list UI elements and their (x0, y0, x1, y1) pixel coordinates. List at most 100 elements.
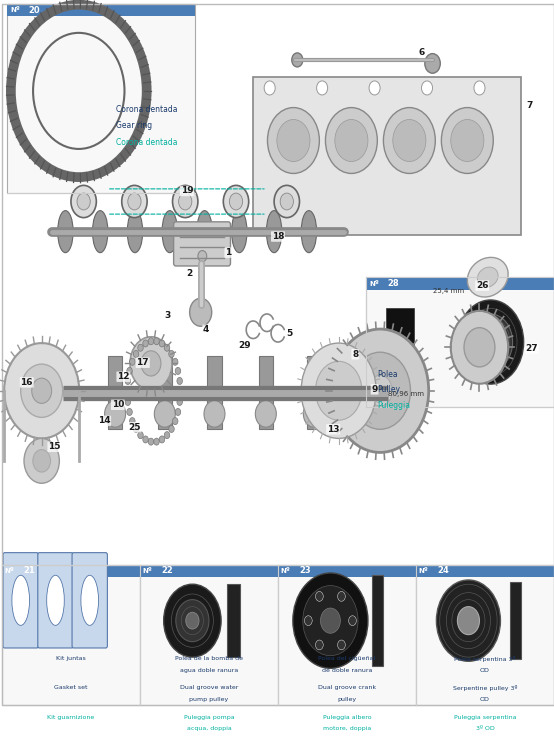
FancyBboxPatch shape (372, 575, 383, 666)
Text: Puleggia: Puleggia (377, 401, 411, 410)
Circle shape (442, 108, 493, 173)
Circle shape (127, 408, 132, 416)
Text: 8: 8 (352, 350, 358, 359)
Circle shape (143, 436, 148, 443)
Circle shape (155, 401, 175, 427)
Text: Corona dentada: Corona dentada (116, 138, 178, 147)
FancyBboxPatch shape (173, 222, 230, 266)
FancyBboxPatch shape (7, 4, 195, 193)
Text: 5: 5 (286, 329, 292, 338)
Text: Polea serpentina 3º: Polea serpentina 3º (454, 656, 516, 662)
Circle shape (24, 439, 59, 483)
FancyBboxPatch shape (38, 553, 73, 648)
Text: 3º OD: 3º OD (476, 727, 494, 732)
Circle shape (134, 425, 139, 433)
Text: de doble ranura: de doble ranura (322, 668, 372, 673)
Circle shape (274, 186, 300, 217)
Circle shape (264, 81, 275, 95)
Circle shape (134, 350, 139, 357)
Circle shape (141, 351, 161, 376)
FancyBboxPatch shape (366, 277, 554, 290)
Text: Kit juntas: Kit juntas (56, 656, 86, 660)
Circle shape (369, 81, 380, 95)
Circle shape (154, 438, 160, 445)
Circle shape (169, 425, 175, 433)
Ellipse shape (266, 211, 282, 253)
Text: 9: 9 (371, 385, 378, 394)
Text: pulley: pulley (337, 697, 357, 702)
FancyBboxPatch shape (307, 357, 321, 429)
Circle shape (204, 401, 225, 427)
Text: acqua, doppia: acqua, doppia (187, 727, 232, 732)
FancyBboxPatch shape (278, 565, 416, 705)
FancyBboxPatch shape (227, 584, 240, 657)
Circle shape (480, 329, 500, 354)
Text: Serpentine pulley 3º: Serpentine pulley 3º (453, 685, 517, 691)
Circle shape (178, 193, 192, 210)
Circle shape (337, 640, 345, 650)
Ellipse shape (232, 211, 247, 253)
Circle shape (422, 81, 433, 95)
Circle shape (350, 352, 411, 429)
Circle shape (159, 340, 165, 347)
Circle shape (163, 584, 221, 657)
Text: 20: 20 (28, 6, 40, 15)
Circle shape (229, 193, 243, 210)
Circle shape (464, 328, 495, 367)
Text: Puleggia albero: Puleggia albero (322, 715, 371, 719)
Text: 22: 22 (161, 566, 173, 576)
Text: Puleggia pompa: Puleggia pompa (183, 715, 234, 719)
FancyBboxPatch shape (510, 582, 521, 659)
Circle shape (125, 399, 131, 405)
Circle shape (125, 388, 130, 395)
Text: 16: 16 (20, 378, 33, 387)
Circle shape (316, 592, 323, 601)
FancyBboxPatch shape (2, 565, 140, 705)
Text: Nº: Nº (10, 7, 20, 13)
Text: 1: 1 (225, 248, 232, 257)
Text: Nº: Nº (281, 568, 290, 574)
Text: 21: 21 (23, 566, 35, 576)
Circle shape (383, 108, 435, 173)
Circle shape (169, 350, 175, 357)
Circle shape (33, 450, 50, 472)
Circle shape (77, 193, 90, 210)
Text: 3: 3 (165, 311, 171, 321)
Circle shape (198, 251, 207, 262)
Circle shape (138, 432, 143, 439)
Text: OD: OD (480, 668, 490, 673)
FancyBboxPatch shape (386, 308, 414, 368)
Text: Nº: Nº (4, 568, 14, 574)
Circle shape (305, 615, 312, 626)
Text: 28: 28 (387, 279, 399, 288)
Circle shape (317, 81, 327, 95)
FancyBboxPatch shape (108, 357, 122, 429)
Circle shape (223, 186, 249, 217)
Circle shape (348, 615, 356, 626)
FancyBboxPatch shape (416, 565, 554, 577)
FancyBboxPatch shape (253, 77, 521, 235)
Text: Dual groove crank: Dual groove crank (318, 685, 376, 690)
Circle shape (20, 364, 63, 417)
Circle shape (148, 438, 154, 445)
Ellipse shape (478, 267, 498, 287)
Text: 29: 29 (239, 340, 251, 349)
Text: Gear ring: Gear ring (116, 122, 152, 130)
Circle shape (320, 608, 340, 633)
FancyBboxPatch shape (158, 357, 172, 429)
Circle shape (71, 186, 96, 217)
Circle shape (337, 592, 345, 601)
Circle shape (127, 368, 132, 374)
Circle shape (176, 600, 209, 642)
Text: 25: 25 (128, 423, 141, 432)
Text: 14: 14 (98, 416, 110, 425)
Text: agua doble ranura: agua doble ranura (180, 668, 238, 673)
Circle shape (128, 193, 141, 210)
Circle shape (474, 81, 485, 95)
Text: Polea: Polea (377, 370, 398, 379)
Circle shape (280, 193, 294, 210)
Circle shape (175, 368, 181, 374)
Text: Kit guarnizione: Kit guarnizione (47, 715, 95, 719)
Circle shape (335, 119, 368, 161)
Text: 7: 7 (526, 101, 532, 110)
